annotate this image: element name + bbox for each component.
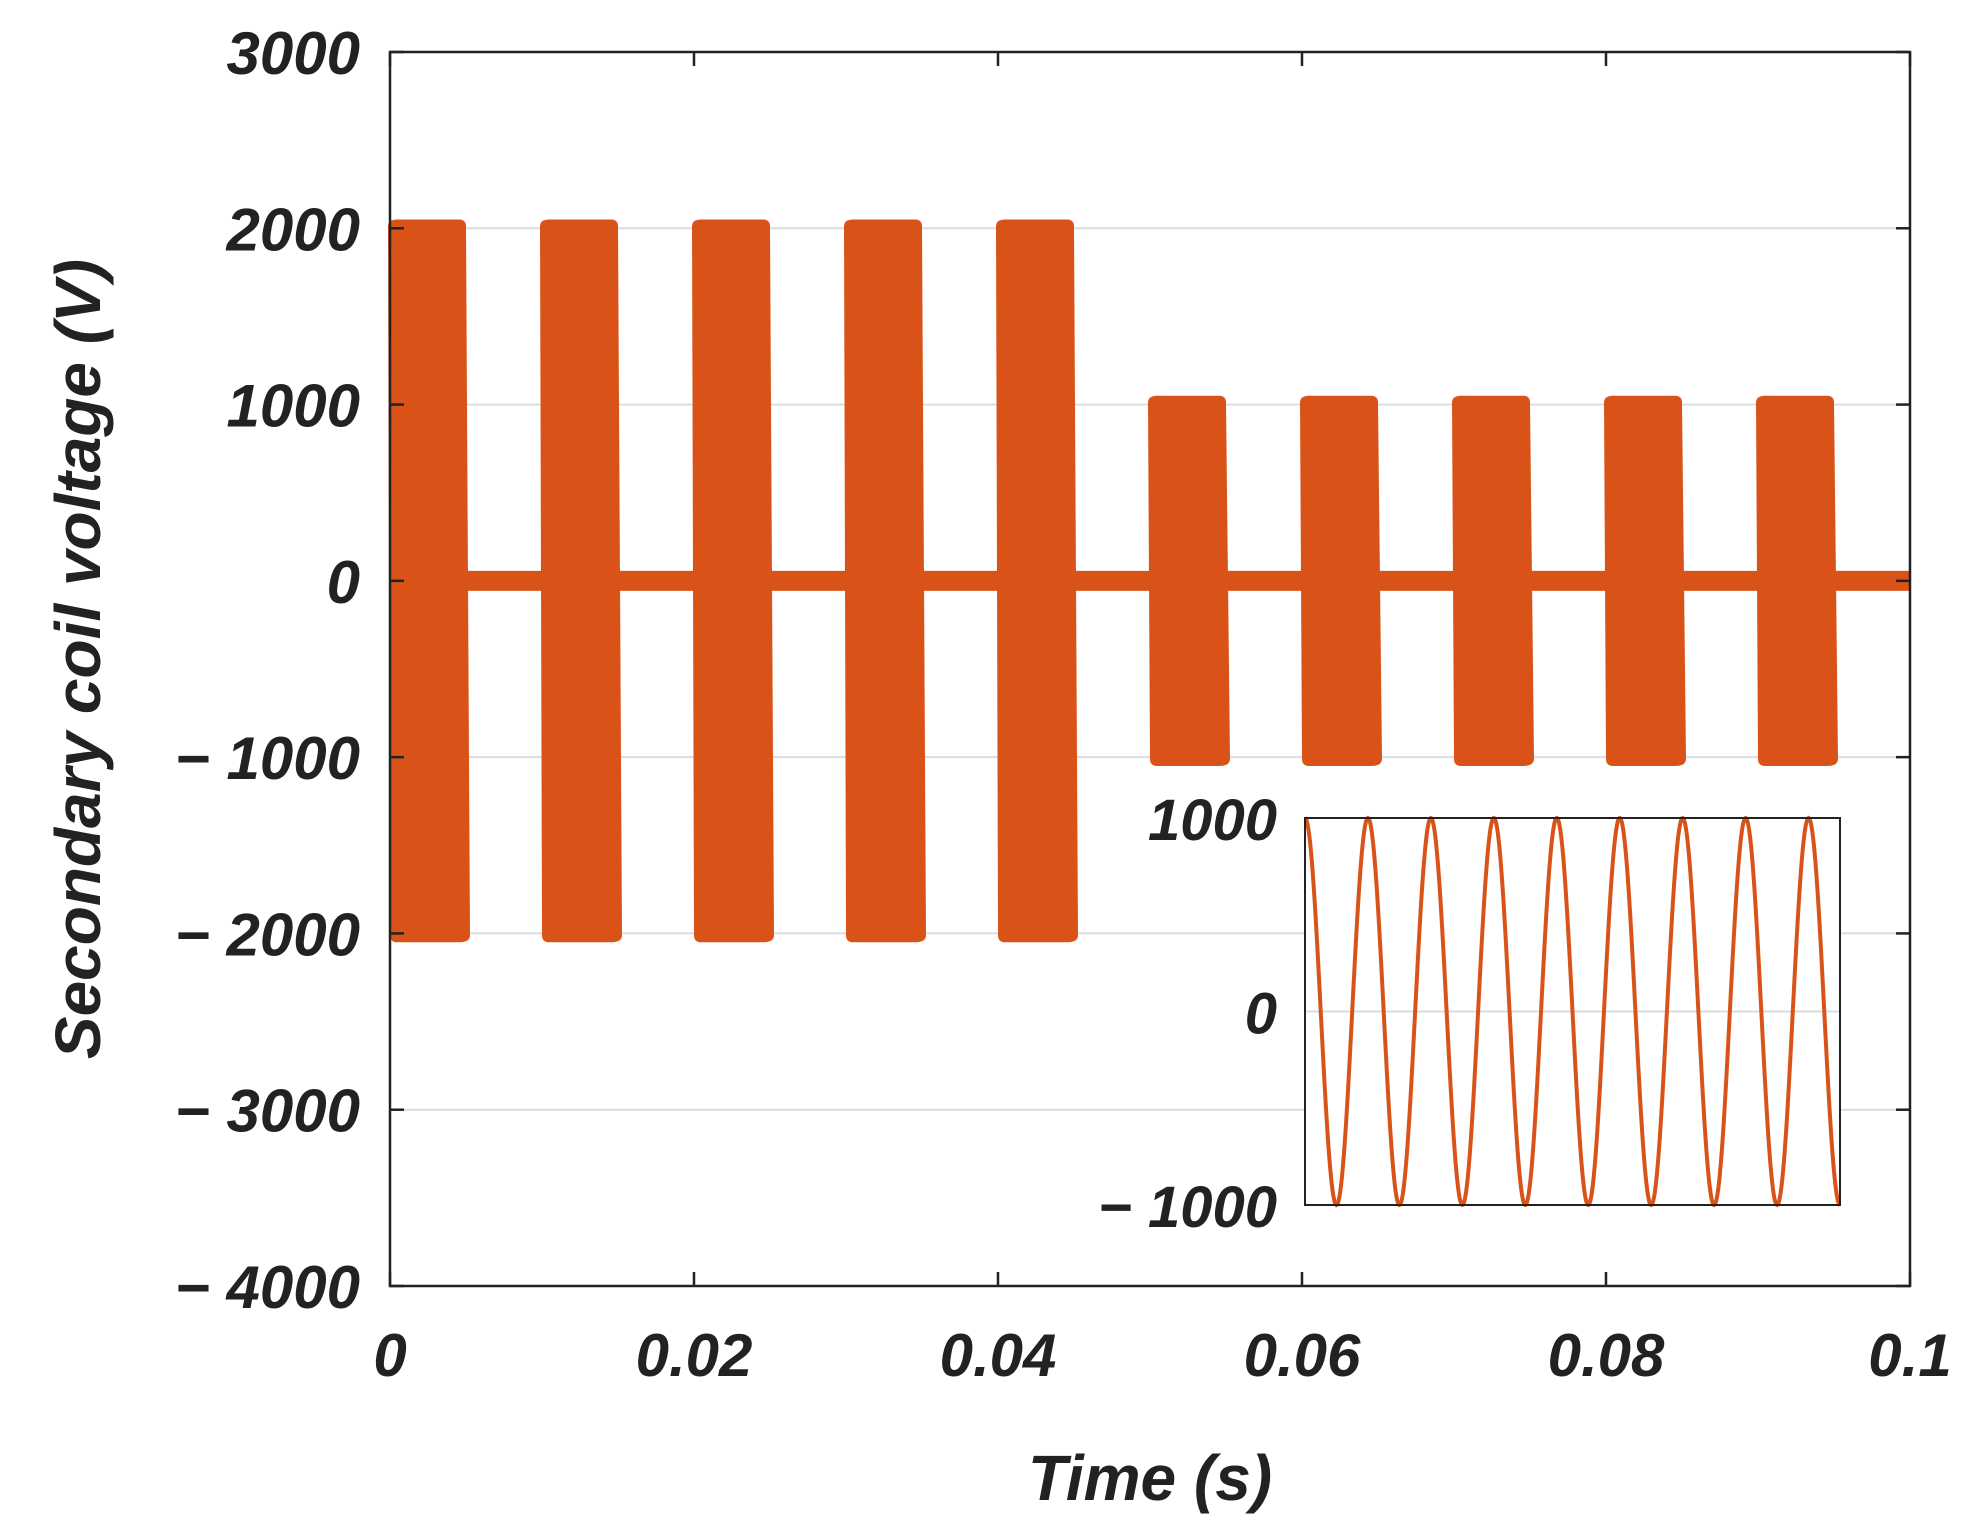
y-axis-title: Secondary coil voltage (V) (42, 259, 114, 1059)
y-tick-label: 1000 (227, 373, 360, 440)
inset-y-tick-label: 0 (1245, 982, 1277, 1047)
y-tick-label: 0 (327, 549, 360, 616)
y-tick-labels: − 4000 − 3000 − 2000 − 1000 0 1000 2000 3000 (175, 20, 360, 1321)
series-burst (1604, 395, 1686, 766)
main-ticks (388, 50, 1912, 1288)
y-tick-label: − 1000 (175, 725, 360, 792)
inset-y-tick-label: 1000 (1148, 788, 1277, 853)
main-series (388, 219, 1910, 943)
x-tick-label: 0.08 (1548, 1322, 1665, 1389)
y-tick-label: 2000 (226, 196, 360, 263)
series-burst (1452, 395, 1534, 766)
x-tick-label: 0.04 (940, 1322, 1057, 1389)
inset-plot-frame (1304, 817, 1841, 1206)
series-burst (692, 219, 774, 943)
x-tick-label: 0 (373, 1322, 406, 1389)
x-tick-label: 0.06 (1244, 1322, 1361, 1389)
series-burst (1300, 395, 1382, 766)
inset-plot: − 1000 0 1000 (1098, 788, 1842, 1240)
y-tick-label: − 3000 (175, 1078, 360, 1145)
inset-y-tick-label: − 1000 (1098, 1175, 1277, 1240)
series-burst (844, 219, 926, 943)
y-tick-label: − 4000 (175, 1254, 360, 1321)
y-tick-label: − 2000 (175, 901, 360, 968)
series-burst (540, 219, 622, 943)
series-burst (996, 219, 1078, 943)
x-tick-labels: 0 0.02 0.04 0.06 0.08 0.1 (373, 1322, 1951, 1389)
x-tick-label: 0.02 (636, 1322, 753, 1389)
inset-y-tick-labels: − 1000 0 1000 (1098, 788, 1277, 1240)
series-burst (1148, 395, 1230, 766)
inset-series-line (1303, 815, 1842, 1208)
series-burst (388, 219, 470, 943)
series-burst (1756, 395, 1838, 766)
x-axis-title: Time (s) (1028, 1442, 1272, 1514)
main-plot-frame (388, 50, 1912, 1288)
x-tick-label: 0.1 (1868, 1322, 1951, 1389)
y-tick-label: 3000 (227, 20, 360, 87)
